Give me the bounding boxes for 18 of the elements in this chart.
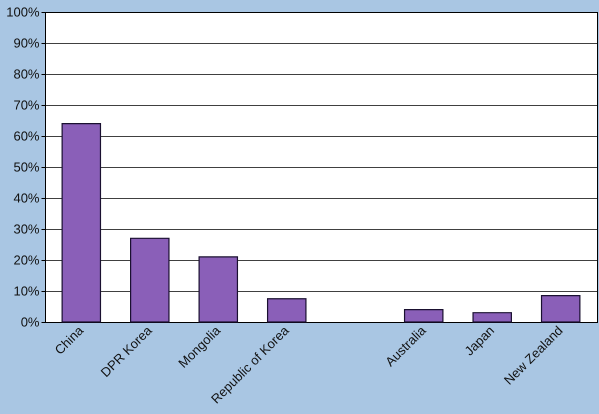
y-tick-label: 70% (13, 98, 40, 112)
y-tick-label: 80% (13, 66, 40, 82)
bar (198, 256, 238, 323)
y-tick-label: 30% (13, 222, 40, 236)
bar (404, 309, 444, 323)
y-tick-label: 60% (13, 128, 40, 144)
bar (266, 298, 307, 323)
y-tick-label: 40% (13, 190, 40, 206)
y-tick-label: 90% (13, 36, 40, 50)
y-tick-label: 0% (20, 314, 40, 330)
y-tick-label: 20% (13, 252, 40, 268)
y-tick-label: 100% (6, 4, 40, 20)
bar (130, 238, 170, 323)
bar (62, 123, 102, 323)
y-tick-label: 50% (13, 160, 40, 174)
y-tick-label: 10% (13, 284, 40, 298)
bar (472, 312, 512, 323)
bar (540, 295, 580, 323)
